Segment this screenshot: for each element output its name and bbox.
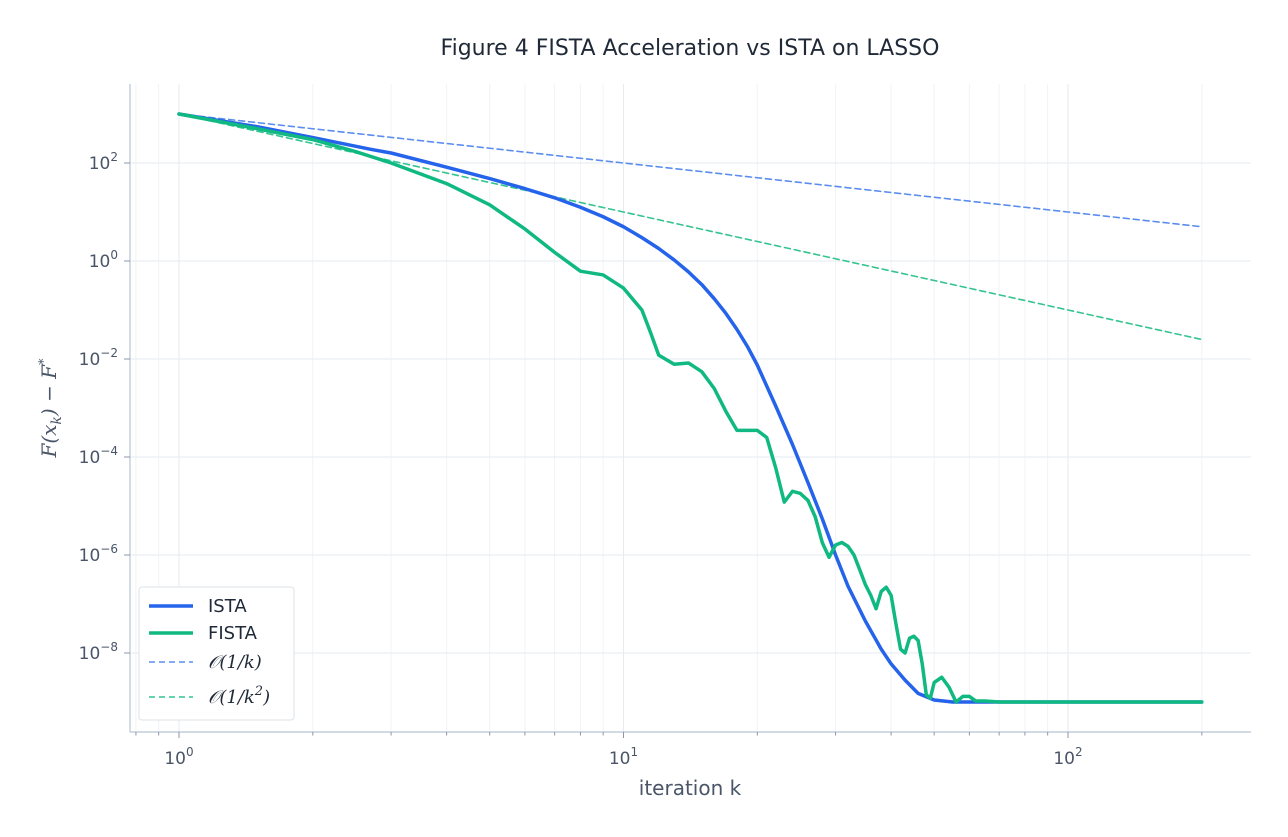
legend-label-o1k: 𝒪(1/k)	[208, 652, 262, 673]
y-axis-title: F(xk) − F*	[37, 358, 65, 459]
series-lines	[177, 112, 1204, 704]
series-line-o-1-k-	[178, 113, 1203, 341]
x-tick-label: 100	[164, 745, 193, 769]
legend-o1k2-body: (1/k	[219, 687, 254, 708]
y-tick-label: 100	[89, 248, 118, 272]
y-axis-title-sup: *	[37, 358, 52, 365]
legend-o1k2-sup: 2	[254, 684, 263, 699]
y-axis-title-base: F(x	[37, 425, 61, 459]
x-tick-label: 101	[609, 745, 638, 769]
y-tick-label: 10−4	[79, 444, 118, 468]
legend-o1k2-tail: )	[262, 687, 270, 708]
y-axis-title-sub: k	[49, 416, 65, 424]
chart-legend: ISTA FISTA 𝒪(1/k) 𝒪(1/k2)	[138, 586, 295, 721]
legend-label-ista: ISTA	[208, 596, 247, 617]
y-tick-label: 10−6	[79, 542, 118, 566]
grid-lines	[130, 84, 1251, 732]
y-tick-label: 10−2	[79, 346, 118, 370]
x-axis-title: iteration k	[639, 776, 742, 800]
legend-box	[138, 586, 295, 721]
series-line-fista	[177, 112, 1204, 704]
y-tick-label: 102	[89, 150, 118, 174]
y-tick-label: 10−8	[79, 640, 118, 664]
legend-o1k-body: (1/k)	[219, 652, 261, 673]
series-line-o-1-k-	[178, 113, 1203, 228]
legend-label-o1k2: 𝒪(1/k2)	[208, 684, 270, 708]
legend-label-fista: FISTA	[208, 623, 258, 644]
series-line-ista	[177, 112, 1204, 704]
y-axis-title-rest: ) − F	[37, 364, 61, 417]
axis-ticks: 100 101 102 102 100 10−2 10−4 10−6 10−8	[79, 150, 1203, 769]
x-tick-label: 102	[1053, 745, 1082, 769]
chart-title: Figure 4 FISTA Acceleration vs ISTA on L…	[441, 36, 940, 61]
